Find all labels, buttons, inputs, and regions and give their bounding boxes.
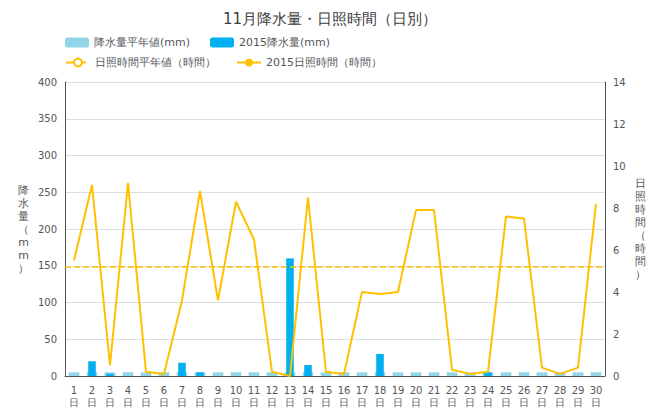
svg-text:降: 降 bbox=[18, 184, 29, 197]
svg-text:（: （ bbox=[18, 223, 29, 236]
svg-text:日: 日 bbox=[573, 397, 583, 408]
svg-text:10: 10 bbox=[230, 385, 243, 396]
svg-text:水: 水 bbox=[18, 197, 29, 210]
svg-text:19: 19 bbox=[392, 385, 405, 396]
svg-text:28: 28 bbox=[554, 385, 567, 396]
svg-text:27: 27 bbox=[536, 385, 549, 396]
svg-text:日: 日 bbox=[555, 397, 565, 408]
svg-text:26: 26 bbox=[518, 385, 531, 396]
svg-text:日: 日 bbox=[195, 397, 205, 408]
svg-text:間: 間 bbox=[635, 216, 646, 229]
svg-text:11: 11 bbox=[248, 385, 261, 396]
svg-text:50: 50 bbox=[44, 334, 57, 345]
svg-text:14: 14 bbox=[613, 77, 626, 88]
svg-text:日: 日 bbox=[267, 397, 277, 408]
svg-text:8: 8 bbox=[613, 203, 619, 214]
svg-text:日: 日 bbox=[501, 397, 511, 408]
svg-text:降水量平年値(mm): 降水量平年値(mm) bbox=[94, 36, 190, 49]
svg-text:300: 300 bbox=[38, 150, 57, 161]
svg-text:13: 13 bbox=[284, 385, 297, 396]
svg-text:400: 400 bbox=[38, 77, 57, 88]
svg-text:8: 8 bbox=[197, 385, 203, 396]
svg-text:250: 250 bbox=[38, 187, 57, 198]
svg-text:（: （ bbox=[635, 229, 646, 242]
svg-text:日: 日 bbox=[321, 397, 331, 408]
svg-text:日: 日 bbox=[69, 397, 79, 408]
svg-text:日: 日 bbox=[285, 397, 295, 408]
svg-text:20: 20 bbox=[410, 385, 423, 396]
svg-text:0: 0 bbox=[51, 371, 57, 382]
svg-text:2015降水量(mm): 2015降水量(mm) bbox=[239, 36, 330, 49]
svg-text:日: 日 bbox=[429, 397, 439, 408]
svg-text:12: 12 bbox=[613, 119, 626, 130]
svg-text:4: 4 bbox=[125, 385, 131, 396]
svg-text:間: 間 bbox=[635, 255, 646, 268]
svg-text:14: 14 bbox=[302, 385, 315, 396]
svg-text:200: 200 bbox=[38, 224, 57, 235]
svg-text:22: 22 bbox=[446, 385, 459, 396]
svg-text:日: 日 bbox=[339, 397, 349, 408]
svg-text:2: 2 bbox=[89, 385, 95, 396]
svg-text:日: 日 bbox=[537, 397, 547, 408]
svg-text:30: 30 bbox=[590, 385, 603, 396]
svg-text:m: m bbox=[18, 236, 29, 249]
svg-text:日: 日 bbox=[375, 397, 385, 408]
svg-text:日: 日 bbox=[447, 397, 457, 408]
svg-text:15: 15 bbox=[320, 385, 333, 396]
svg-text:日: 日 bbox=[213, 397, 223, 408]
svg-text:9: 9 bbox=[215, 385, 221, 396]
svg-text:7: 7 bbox=[179, 385, 185, 396]
svg-text:1: 1 bbox=[71, 385, 77, 396]
svg-text:日: 日 bbox=[635, 177, 646, 190]
svg-text:日: 日 bbox=[141, 397, 151, 408]
svg-text:150: 150 bbox=[38, 260, 57, 271]
svg-text:日: 日 bbox=[411, 397, 421, 408]
svg-text:時: 時 bbox=[635, 203, 646, 216]
svg-text:18: 18 bbox=[374, 385, 387, 396]
svg-text:日: 日 bbox=[123, 397, 133, 408]
svg-text:日: 日 bbox=[393, 397, 403, 408]
svg-text:）: ） bbox=[635, 268, 646, 281]
svg-text:350: 350 bbox=[38, 113, 57, 124]
svg-text:17: 17 bbox=[356, 385, 369, 396]
svg-text:日: 日 bbox=[177, 397, 187, 408]
svg-text:日: 日 bbox=[231, 397, 241, 408]
svg-text:4: 4 bbox=[613, 287, 619, 298]
svg-text:照: 照 bbox=[635, 190, 646, 203]
svg-text:日: 日 bbox=[591, 397, 601, 408]
svg-text:24: 24 bbox=[482, 385, 495, 396]
svg-text:日: 日 bbox=[159, 397, 169, 408]
svg-text:日: 日 bbox=[465, 397, 475, 408]
svg-text:3: 3 bbox=[107, 385, 113, 396]
svg-text:2: 2 bbox=[613, 329, 619, 340]
svg-text:21: 21 bbox=[428, 385, 441, 396]
svg-text:12: 12 bbox=[266, 385, 279, 396]
svg-text:0: 0 bbox=[613, 371, 619, 382]
svg-text:時: 時 bbox=[635, 242, 646, 255]
svg-text:11月降水量・日照時間（日別）: 11月降水量・日照時間（日別） bbox=[223, 10, 437, 28]
svg-text:量: 量 bbox=[18, 210, 29, 223]
svg-text:日: 日 bbox=[303, 397, 313, 408]
svg-text:2015日照時間（時間）: 2015日照時間（時間） bbox=[266, 56, 382, 69]
svg-text:日: 日 bbox=[249, 397, 259, 408]
svg-text:m: m bbox=[18, 249, 29, 262]
svg-text:日: 日 bbox=[483, 397, 493, 408]
svg-text:23: 23 bbox=[464, 385, 477, 396]
svg-text:）: ） bbox=[18, 262, 29, 275]
svg-text:25: 25 bbox=[500, 385, 513, 396]
svg-text:5: 5 bbox=[143, 385, 149, 396]
svg-text:日: 日 bbox=[519, 397, 529, 408]
svg-text:16: 16 bbox=[338, 385, 351, 396]
svg-text:日: 日 bbox=[357, 397, 367, 408]
svg-text:6: 6 bbox=[161, 385, 167, 396]
svg-text:100: 100 bbox=[38, 297, 57, 308]
svg-text:日: 日 bbox=[87, 397, 97, 408]
svg-text:6: 6 bbox=[613, 245, 619, 256]
svg-text:日照時間平年値（時間）: 日照時間平年値（時間） bbox=[95, 56, 216, 69]
svg-text:29: 29 bbox=[572, 385, 585, 396]
svg-text:10: 10 bbox=[613, 161, 626, 172]
svg-text:日: 日 bbox=[105, 397, 115, 408]
